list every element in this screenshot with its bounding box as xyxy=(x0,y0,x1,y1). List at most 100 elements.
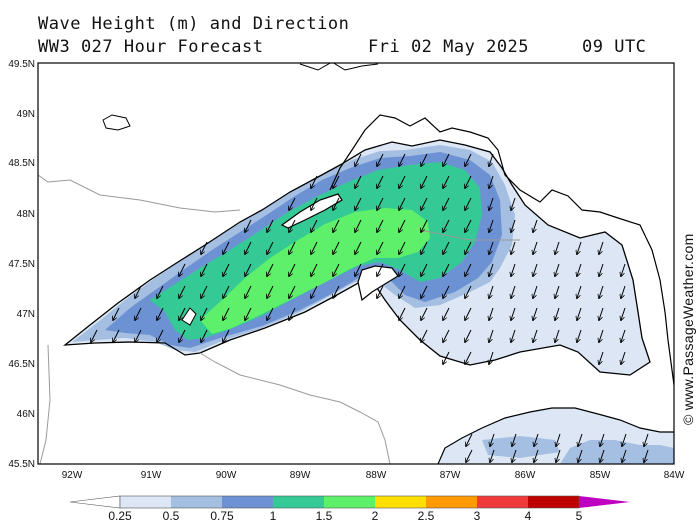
lat-label: 49N xyxy=(17,109,35,120)
wave-direction-arrows xyxy=(91,153,649,462)
colorbar-segment xyxy=(375,496,426,508)
wave-arrow xyxy=(443,351,450,364)
wave-arrow xyxy=(135,285,142,298)
lon-axis: 92W 91W 90W 89W 88W 87W 86W 85W 84W xyxy=(62,470,685,481)
wave-arrow xyxy=(245,241,252,254)
wave-arrow xyxy=(91,329,98,342)
wave-arrow xyxy=(577,307,582,320)
colorbar-segment xyxy=(120,496,171,508)
wave-arrow xyxy=(311,197,318,210)
wave-arrow xyxy=(245,285,252,298)
colorbar-segment xyxy=(528,496,579,508)
wave-arrow xyxy=(311,175,318,188)
wave-arrow xyxy=(644,449,649,462)
wave-arrow xyxy=(577,241,582,254)
keweenaw-peninsula xyxy=(357,265,399,302)
wave-arrow xyxy=(533,329,538,342)
lat-label: 45.5N xyxy=(8,459,35,470)
wave-arrow xyxy=(555,329,560,342)
wave-arrow xyxy=(489,307,494,320)
colorbar-label: 1.5 xyxy=(316,509,333,523)
wave-arrow xyxy=(599,329,604,342)
wave-arrow xyxy=(621,329,626,342)
wave-arrow xyxy=(377,153,384,166)
wave-arrow xyxy=(577,263,582,276)
lon-label: 92W xyxy=(62,470,83,481)
wave-arrow xyxy=(621,351,626,364)
wave-arrow xyxy=(465,219,472,232)
lat-label: 49.5N xyxy=(8,59,35,70)
wave-arrow xyxy=(267,263,274,276)
wave-arrow xyxy=(443,263,450,276)
wave-arrow xyxy=(267,241,274,254)
coastline xyxy=(62,139,651,376)
wave-arrow xyxy=(201,263,208,276)
wave-arrow xyxy=(113,329,120,342)
lat-label: 48N xyxy=(17,209,35,220)
wave-arrow xyxy=(511,329,516,342)
wave-arrow xyxy=(135,329,142,342)
wave-arrow xyxy=(179,329,186,342)
wave-arrow xyxy=(511,197,516,210)
wave-arrow xyxy=(533,219,538,232)
wave-arrow xyxy=(399,197,406,210)
wave-arrow xyxy=(399,307,406,320)
wave-arrow xyxy=(465,351,472,364)
wave-arrow xyxy=(333,263,340,276)
wave-arrow xyxy=(311,263,318,276)
wave-arrow xyxy=(355,241,362,254)
wave-arrow xyxy=(179,285,186,298)
wave-arrow xyxy=(223,241,230,254)
lake-michigan-wave-05b xyxy=(482,436,560,458)
lat-label: 47N xyxy=(17,309,35,320)
wave-arrow xyxy=(511,241,516,254)
wave-arrow xyxy=(621,307,626,320)
lon-label: 90W xyxy=(216,470,237,481)
wave-arrow xyxy=(289,241,296,254)
wave-arrow xyxy=(489,197,494,210)
wave-arrow xyxy=(489,351,494,364)
wave-arrow xyxy=(421,307,428,320)
wave-arrow xyxy=(421,241,428,254)
wave-arrow xyxy=(245,307,252,320)
wave-arrow xyxy=(578,449,583,462)
wave-arrow xyxy=(489,263,494,276)
wave-arrow xyxy=(511,285,516,298)
wave-arrow xyxy=(157,329,164,342)
forecast-date: Fri 02 May 2025 xyxy=(368,37,530,57)
wave-arrow xyxy=(466,433,473,446)
wave-arrow xyxy=(512,433,517,446)
lat-label: 48.5N xyxy=(8,158,35,169)
wave-arrow xyxy=(355,219,362,232)
colorbar-high-cap xyxy=(579,496,630,508)
wave-arrow xyxy=(399,153,406,166)
wave-arrow xyxy=(489,219,494,232)
colorbar-label: 0.75 xyxy=(210,509,234,523)
lon-label: 87W xyxy=(440,470,461,481)
wave-arrow xyxy=(599,307,604,320)
wave-arrow xyxy=(555,241,560,254)
wave-arrow xyxy=(533,241,538,254)
wave-arrow xyxy=(443,285,450,298)
wave-arrow xyxy=(465,153,472,166)
wave-arrow xyxy=(443,241,450,254)
wave-arrow xyxy=(157,285,164,298)
wave-arrow xyxy=(245,219,252,232)
colorbar-low-cap xyxy=(69,495,121,509)
wave-arrow xyxy=(377,175,384,188)
wave-arrow xyxy=(443,197,450,210)
wave-arrow xyxy=(311,285,318,298)
wave-arrow xyxy=(533,307,538,320)
wave-arrow xyxy=(311,241,318,254)
lake-wave-15 xyxy=(200,208,430,334)
lat-label: 46N xyxy=(17,409,35,420)
lon-label: 85W xyxy=(590,470,611,481)
wave-arrow xyxy=(421,285,428,298)
wave-arrow xyxy=(311,219,318,232)
wave-arrow xyxy=(421,219,428,232)
wave-arrow xyxy=(377,263,384,276)
colorbar-label: 4 xyxy=(525,509,532,523)
wave-arrow xyxy=(621,285,626,298)
colorbar-segment xyxy=(273,496,324,508)
